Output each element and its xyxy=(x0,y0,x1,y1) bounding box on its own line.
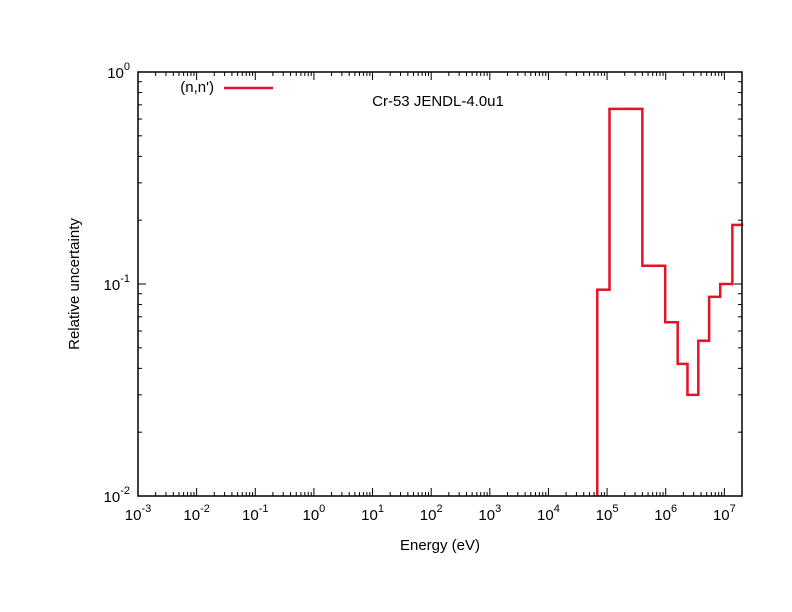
plot-frame xyxy=(137,71,743,497)
x-axis-label: Energy (eV) xyxy=(400,537,480,554)
x-tick-label: 102 xyxy=(420,503,443,524)
x-tick-label: 103 xyxy=(478,503,501,524)
y-axis-label: Relative uncertainty xyxy=(66,218,83,350)
x-tick-label: 104 xyxy=(537,503,560,524)
y-tick-label: 10-2 xyxy=(104,485,130,506)
chart-title: Cr-53 JENDL-4.0u1 xyxy=(372,93,504,110)
x-tick-label: 10-1 xyxy=(242,503,268,524)
x-tick-label: 10-3 xyxy=(125,503,151,524)
x-tick-label: 106 xyxy=(654,503,677,524)
y-tick-label: 100 xyxy=(107,61,130,82)
x-tick-label: 101 xyxy=(361,503,384,524)
x-tick-label: 105 xyxy=(596,503,619,524)
x-tick-label: 100 xyxy=(302,503,325,524)
legend-label: (n,n') xyxy=(180,79,214,96)
x-tick-label: 107 xyxy=(713,503,736,524)
y-tick-label: 10-1 xyxy=(104,273,130,294)
x-tick-label: 10-2 xyxy=(183,503,209,524)
